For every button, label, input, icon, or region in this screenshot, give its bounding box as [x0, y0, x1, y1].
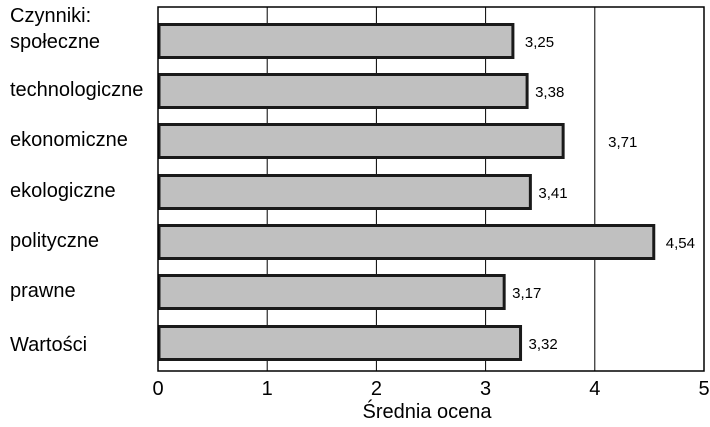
data-label: 3,25	[525, 34, 554, 51]
category-label: ekonomiczne	[10, 129, 128, 151]
x-tick-label: 0	[152, 378, 163, 400]
category-label: ekologiczne	[10, 180, 116, 202]
x-tick-labels: 0 1 2 3 4 5	[152, 378, 709, 400]
x-tick-label: 2	[371, 378, 382, 400]
bars	[157, 23, 656, 361]
data-label: 3,41	[538, 185, 567, 202]
category-label: Wartości	[10, 334, 87, 356]
category-label: prawne	[10, 280, 76, 302]
x-tick-label: 5	[698, 378, 709, 400]
data-label: 3,32	[529, 336, 558, 353]
plot-area-frame	[157, 6, 705, 372]
category-axis-title: Czynniki:	[10, 5, 91, 27]
category-labels: Czynniki: społeczne technologiczne ekonomi…	[10, 5, 143, 356]
x-tick-label: 1	[262, 378, 273, 400]
bar-4	[157, 224, 656, 260]
bar-6	[157, 325, 523, 361]
data-labels: 3,25 3,38 3,71 3,41 4,54 3,17 3,32	[512, 34, 695, 353]
bar-5	[157, 274, 506, 310]
bar-0	[157, 23, 515, 59]
data-label: 4,54	[666, 235, 695, 252]
category-label: społeczne	[10, 31, 100, 53]
bar-1	[157, 73, 529, 109]
data-label: 3,38	[535, 84, 564, 101]
x-tick-label: 4	[589, 378, 600, 400]
category-label: polityczne	[10, 230, 99, 252]
data-label: 3,71	[608, 134, 637, 151]
bar-3	[157, 174, 532, 210]
bar-2	[157, 123, 565, 159]
x-axis-title: Średnia ocena	[363, 399, 493, 423]
x-tick-label: 3	[480, 378, 491, 400]
category-label: technologiczne	[10, 79, 143, 101]
data-label: 3,17	[512, 285, 541, 302]
